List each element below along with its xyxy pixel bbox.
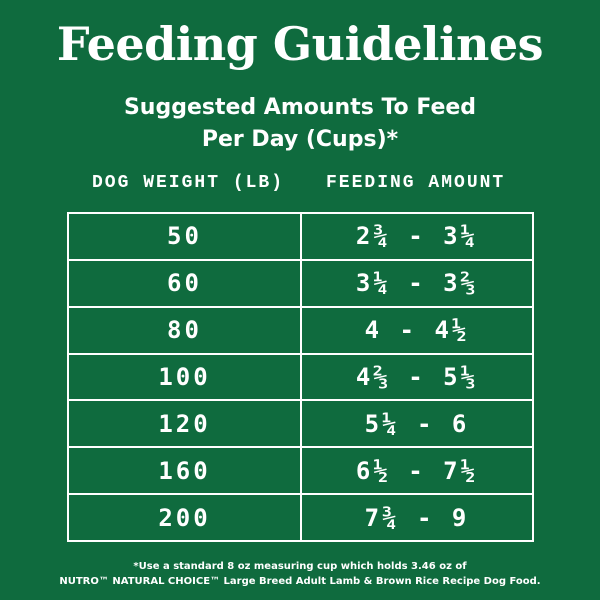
weight-cell: 200 xyxy=(69,495,302,541)
subtitle: Suggested Amounts To Feed Per Day (Cups)… xyxy=(0,92,600,156)
table-row: 120 5¼ - 6 xyxy=(69,401,532,449)
amount-cell: 5¼ - 6 xyxy=(364,409,470,438)
amount-cell: 6½ - 7½ xyxy=(355,456,479,485)
table-row: 200 7¾ - 9 xyxy=(69,495,532,541)
weight-cell: 60 xyxy=(69,260,302,306)
page-title: Feeding Guidelines xyxy=(56,17,544,71)
feeding-table: 50 2¾ - 3¼ 60 3¼ - 3⅔ 80 4 - 4½ 100 4⅔ -… xyxy=(67,212,534,542)
column-header-weight: DOG WEIGHT (LB) xyxy=(92,173,285,193)
footnote: *Use a standard 8 oz measuring cup which… xyxy=(0,559,600,589)
amount-cell: 4⅔ - 5⅓ xyxy=(355,363,479,391)
weight-cell: 120 xyxy=(69,401,302,447)
weight-cell: 80 xyxy=(69,307,302,353)
amount-cell: 4 - 4½ xyxy=(364,316,470,345)
amount-cell: 2¾ - 3¼ xyxy=(355,222,479,251)
table-row: 100 4⅔ - 5⅓ xyxy=(69,354,532,402)
weight-cell: 50 xyxy=(69,214,302,259)
amount-cell: 7¾ - 9 xyxy=(364,503,470,532)
table-row: 50 2¾ - 3¼ xyxy=(69,214,532,261)
subtitle-line-2: Per Day (Cups)* xyxy=(201,127,399,152)
table-row: 60 3¼ - 3⅔ xyxy=(69,260,532,308)
footnote-line-1: *Use a standard 8 oz measuring cup which… xyxy=(133,561,467,572)
amount-cell: 3¼ - 3⅔ xyxy=(355,269,479,298)
table-row: 160 6½ - 7½ xyxy=(69,448,532,496)
weight-cell: 160 xyxy=(69,448,302,494)
table-row: 80 4 - 4½ xyxy=(69,307,532,355)
subtitle-line-1: Suggested Amounts To Feed xyxy=(123,95,477,120)
footnote-line-2: NUTRO™ NATURAL CHOICE™ Large Breed Adult… xyxy=(59,576,541,587)
column-header-amount: FEEDING AMOUNT xyxy=(326,173,506,193)
weight-cell: 100 xyxy=(69,354,302,400)
